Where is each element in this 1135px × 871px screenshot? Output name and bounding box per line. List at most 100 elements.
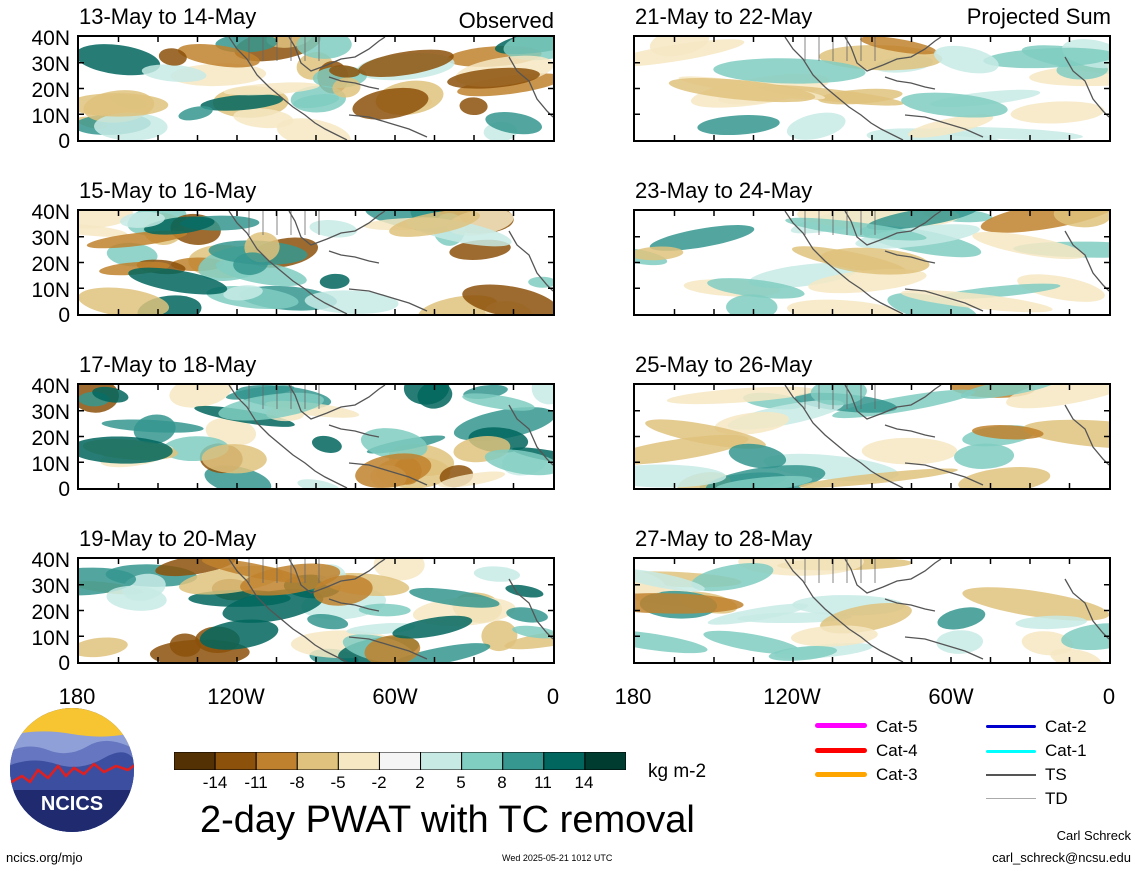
author-name: Carl Schreck [1056,828,1131,843]
coastline [228,211,553,314]
anomaly-contour [358,49,454,77]
colorbar-swatches [173,751,627,771]
map-panel-obs-4 [77,557,555,664]
colorbar-tick-label: -14 [202,773,228,792]
anomaly-contour [158,48,187,66]
pwat-anomaly-map [79,211,553,314]
anomaly-contour [907,114,994,138]
y-tick-label: 30N [31,401,70,424]
anomaly-contour [635,593,744,614]
anomaly-contour [218,392,324,421]
anomaly-contour [296,37,352,59]
legend-label-cat4: Cat-4 [876,741,918,760]
anomaly-contour [512,447,553,464]
anomaly-contour [373,559,425,581]
anomaly-contour [726,294,778,314]
anomaly-contour [887,293,978,314]
anomaly-contour [200,94,284,111]
anomaly-contour [972,425,1044,440]
anomaly-contour [503,37,553,61]
anomaly-contour [1006,385,1109,409]
panel-title-proj-4: 27-May to 28-May [635,526,813,551]
pwat-anomaly-map [635,37,1109,140]
anomaly-contour [504,629,553,650]
map-panel-proj-1 [633,35,1111,142]
legend-label-cat5: Cat-5 [876,717,918,736]
anomaly-contour [128,267,228,295]
y-tick-label: 20N [31,253,70,276]
colorbar-tick-label: 5 [456,773,466,792]
y-tick-label: 10N [31,627,70,650]
colorbar-tick-label: 8 [497,773,507,792]
observed-tag: Observed [458,8,554,33]
anomaly-contour [790,625,878,647]
anomaly-contour [447,67,540,89]
y-tick-label: 40N [31,27,70,50]
y-tick-label: 30N [31,227,70,250]
colorbar-swatch [214,751,257,771]
anomaly-contour [459,97,488,116]
logo-text: NCICS [41,793,103,815]
figure-title: 2-day PWAT with TC removal [200,799,695,841]
x-tick-label: 180 [614,684,652,709]
colorbar-swatch [584,751,627,771]
website-link[interactable]: ncics.org/mjo [6,850,83,865]
anomaly-contour [707,603,809,625]
anomaly-contour [355,453,432,488]
map-panel-obs-2 [77,209,555,316]
anomaly-contour [304,290,399,314]
anomaly-contour [713,58,866,84]
anomaly-contour [352,87,429,120]
colorbar-tick-label: -11 [244,773,268,792]
anomaly-contour [666,386,816,405]
anomaly-contour [1023,419,1109,449]
y-tick-label: 30N [31,53,70,76]
y-tick-label: 0 [58,130,70,153]
anomaly-contour [649,225,755,251]
legend-swatch-cat3 [815,772,867,777]
colorbar-swatch [296,751,339,771]
anomaly-contour [635,464,727,488]
coastline [784,385,1109,488]
legend-swatch-cat2 [986,725,1036,728]
y-tick-label: 10N [31,279,70,302]
panel-title-obs-4: 19-May to 20-May [79,526,257,551]
anomaly-contour [79,637,128,658]
map-panel-obs-1 [77,35,555,142]
colorbar-swatch [337,751,380,771]
anomaly-contour [972,231,1085,260]
anomaly-contour [169,385,232,408]
x-tick-label: 120W [763,684,821,709]
anomaly-contour [1053,211,1109,228]
panel-title-proj-2: 23-May to 24-May [635,178,813,203]
y-tick-label: 0 [58,652,70,675]
coastline [784,559,1109,662]
anomaly-contour [79,567,137,596]
projected-tag: Projected Sum [966,4,1111,29]
anomaly-contour [697,115,780,136]
y-tick-label: 20N [31,601,70,624]
anomaly-contour [748,262,859,288]
anomaly-contour [505,584,544,598]
anomaly-contour [859,37,937,55]
anomaly-contour [92,386,129,403]
legend-label-cat3: Cat-3 [876,765,918,784]
colorbar-swatch [543,751,586,771]
anomaly-contour [462,284,553,314]
y-tick-label: 40N [31,549,70,572]
x-tick-label: 60W [372,684,418,709]
anomaly-contour [635,246,684,261]
colorbar-swatch [378,751,422,771]
x-tick-label: 60W [928,684,974,709]
anomaly-contour [409,587,500,608]
anomaly-contour [178,106,213,121]
legend-swatch-cat4 [815,748,867,753]
anomaly-contour [201,559,305,583]
author-email[interactable]: carl_schreck@ncsu.edu [992,850,1131,865]
pwat-anomaly-map [635,559,1109,662]
anomaly-contour [233,252,269,275]
x-tick-label: 0 [546,684,560,709]
anomaly-contour [934,45,999,74]
anomaly-contour [120,211,165,228]
anomaly-contour [820,247,930,275]
